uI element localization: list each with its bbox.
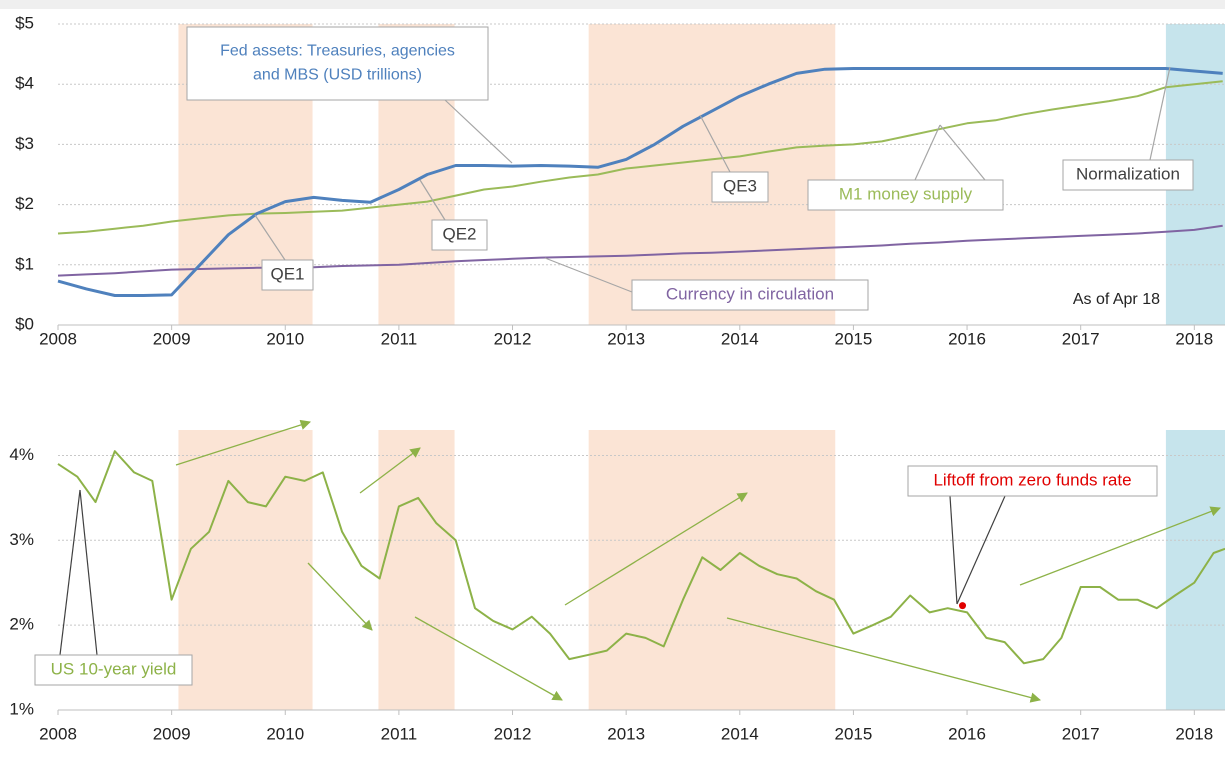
callout-box bbox=[807, 179, 1004, 211]
note: As of Apr 18 bbox=[1073, 291, 1160, 308]
trend-arrow bbox=[1019, 506, 1221, 586]
x-tick-label: 2011 bbox=[381, 724, 418, 743]
shaded-region bbox=[378, 430, 455, 710]
callout-text: Fed assets: Treasuries, agencies bbox=[220, 43, 455, 60]
x-tick-label: 2010 bbox=[266, 329, 304, 348]
callout-box bbox=[186, 26, 489, 101]
x-tick-label: 2009 bbox=[153, 724, 191, 743]
leader-line bbox=[914, 124, 941, 181]
callout-box bbox=[431, 219, 488, 251]
x-tick-label: 2012 bbox=[494, 724, 532, 743]
x-tick-label: 2018 bbox=[1175, 724, 1213, 743]
leader-line bbox=[79, 489, 98, 656]
callout-box bbox=[907, 465, 1158, 497]
x-tick-label: 2013 bbox=[607, 724, 645, 743]
callout-text: QE3 bbox=[723, 176, 757, 195]
x-tick-label: 2008 bbox=[39, 724, 77, 743]
callout-text: and MBS (USD trillions) bbox=[253, 67, 422, 84]
y-tick-label: $3 bbox=[15, 134, 34, 153]
highlight-point bbox=[959, 602, 967, 610]
y-tick-label: $2 bbox=[15, 194, 34, 213]
callout-text: M1 money supply bbox=[839, 184, 973, 203]
x-tick-label: 2011 bbox=[381, 329, 418, 348]
x-tick-label: 2015 bbox=[835, 724, 873, 743]
callout-text: Normalization bbox=[1076, 164, 1180, 183]
leader-line bbox=[939, 124, 986, 181]
x-tick-label: 2015 bbox=[835, 329, 873, 348]
trend-arrow bbox=[307, 562, 373, 631]
y-tick-label: $1 bbox=[15, 254, 34, 273]
series-line bbox=[57, 224, 1223, 277]
callout-text: QE1 bbox=[270, 264, 304, 283]
callout-text: QE2 bbox=[442, 224, 476, 243]
series-line bbox=[57, 80, 1223, 235]
y-tick-label: $4 bbox=[15, 74, 34, 93]
callout-box bbox=[631, 279, 869, 311]
y-tick-label: 4% bbox=[9, 445, 34, 464]
x-tick-label: 2010 bbox=[266, 724, 304, 743]
series-line bbox=[57, 450, 1225, 665]
callout-box bbox=[711, 171, 769, 203]
x-tick-label: 2016 bbox=[948, 329, 986, 348]
callout-box bbox=[34, 654, 193, 686]
x-tick-label: 2016 bbox=[948, 724, 986, 743]
shaded-region bbox=[178, 430, 313, 710]
x-tick-label: 2014 bbox=[721, 329, 759, 348]
shaded-region bbox=[588, 430, 836, 710]
series-line bbox=[57, 67, 1223, 297]
leader-line bbox=[956, 495, 1006, 605]
x-tick-label: 2013 bbox=[607, 329, 645, 348]
x-tick-label: 2014 bbox=[721, 724, 759, 743]
y-tick-label: 2% bbox=[9, 615, 34, 634]
x-tick-label: 2012 bbox=[494, 329, 532, 348]
callout-box bbox=[261, 259, 314, 291]
leader-line bbox=[419, 179, 446, 221]
leader-line bbox=[59, 489, 81, 656]
trend-arrow bbox=[414, 616, 563, 701]
leader-line bbox=[949, 495, 958, 605]
callout-text: Currency in circulation bbox=[666, 284, 834, 303]
leader-line bbox=[1149, 66, 1171, 161]
trend-arrow bbox=[726, 617, 1042, 703]
leader-line bbox=[699, 114, 731, 173]
x-tick-label: 2017 bbox=[1062, 329, 1100, 348]
trend-arrow bbox=[175, 419, 311, 466]
leader-line bbox=[254, 214, 286, 261]
x-tick-label: 2017 bbox=[1062, 724, 1100, 743]
trend-arrow bbox=[359, 447, 421, 494]
callout-text: Liftoff from zero funds rate bbox=[933, 470, 1131, 489]
trend-arrow bbox=[564, 492, 748, 606]
y-tick-label: $5 bbox=[15, 13, 34, 32]
y-tick-label: $0 bbox=[15, 314, 34, 333]
shaded-region bbox=[1165, 430, 1225, 710]
callout-box bbox=[1062, 159, 1194, 191]
x-tick-label: 2008 bbox=[39, 329, 77, 348]
x-tick-label: 2009 bbox=[153, 329, 191, 348]
y-tick-label: 3% bbox=[9, 530, 34, 549]
leader-line bbox=[444, 99, 513, 164]
y-tick-label: 1% bbox=[9, 699, 34, 718]
callout-text: US 10-year yield bbox=[51, 659, 177, 678]
leader-line bbox=[544, 257, 633, 293]
x-tick-label: 2018 bbox=[1175, 329, 1213, 348]
top-strip bbox=[0, 0, 1225, 9]
